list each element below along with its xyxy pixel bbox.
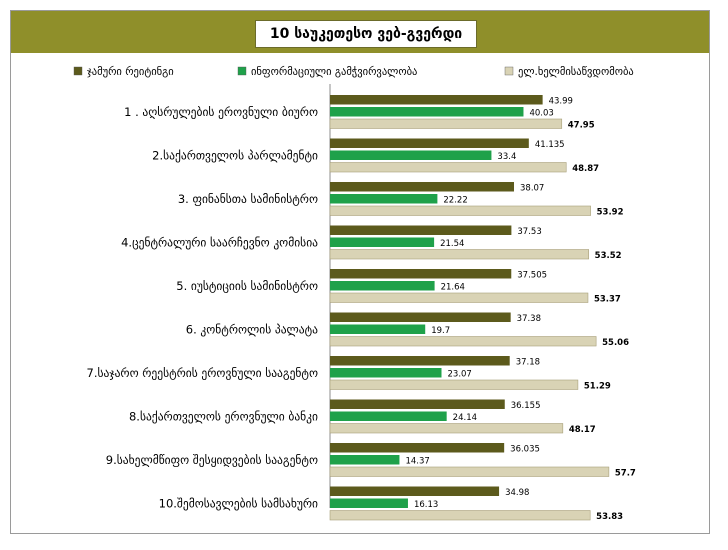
data-label-s1-c9: 36.035 [510, 445, 540, 455]
data-label-s1-c5: 37.505 [517, 271, 547, 281]
bar-s3-c7 [329, 379, 579, 390]
bar-s2-c7 [330, 368, 442, 378]
data-label-s1-c1: 43.99 [549, 97, 573, 107]
data-label-s2-c5: 21.64 [441, 283, 465, 293]
data-label-s2-c2: 33.4 [497, 152, 516, 162]
bar-s2-c4 [330, 237, 435, 247]
data-label-s1-c3: 38.07 [520, 184, 544, 194]
legend-label-3: ელ.ხელმისაწვდომობა [518, 66, 634, 78]
data-label-s1-c6: 37.38 [517, 314, 541, 324]
bar-s3-c4 [329, 249, 589, 260]
data-label-s3-c10: 53.83 [596, 512, 623, 522]
category-label-4: 4.ცენტრალური საარჩევნო კომისია [121, 235, 318, 249]
bar-s1-c9 [330, 443, 505, 453]
bar-plot-area: 1 . აღსრულების ეროვნული ბიურო 43.99 40.03 4… [87, 95, 636, 522]
bar-s3-c9 [329, 466, 610, 477]
data-label-s3-c1: 47.95 [568, 121, 595, 131]
data-label-s1-c2: 41.135 [535, 140, 565, 150]
bar-s2-c3 [330, 194, 438, 204]
bar-s1-c2 [330, 138, 529, 148]
category-label-3: 3. ფინანსთა სამინისტრო [178, 192, 318, 206]
data-label-s2-c10: 16.13 [414, 500, 438, 510]
bar-s3-c10 [329, 510, 591, 521]
legend-swatch-3 [504, 66, 514, 76]
data-label-s2-c7: 23.07 [448, 370, 472, 380]
data-label-s1-c8: 36.155 [511, 401, 541, 411]
bar-s1-c3 [330, 182, 515, 192]
bar-s2-c5 [330, 281, 435, 291]
bar-s2-c6 [330, 324, 426, 334]
bar-s1-c1 [330, 95, 543, 105]
data-label-s2-c4: 21.54 [440, 239, 464, 249]
bar-s2-c1 [330, 107, 524, 117]
data-label-s3-c4: 53.52 [595, 251, 622, 261]
data-label-s3-c8: 48.17 [569, 425, 596, 435]
data-label-s3-c6: 55.06 [602, 338, 629, 348]
bar-s1-c7 [330, 356, 510, 366]
bar-s3-c2 [329, 162, 567, 173]
category-label-2: 2.საქართველოს პარლამენტი [152, 148, 318, 162]
chart-title: 10 საუკეთესო ვებ-გვერდი [255, 20, 477, 48]
data-label-s3-c7: 51.29 [584, 382, 611, 392]
data-label-s2-c9: 14.37 [405, 457, 429, 467]
category-label-8: 8.საქართველოს ეროვნული ბანკი [129, 409, 318, 423]
data-label-s3-c2: 48.87 [572, 164, 599, 174]
data-label-s2-c8: 24.14 [453, 413, 477, 423]
bar-s2-c2 [330, 150, 492, 160]
bar-s1-c4 [330, 225, 512, 235]
category-label-7: 7.საჯარო რეესტრის ეროვნული სააგენტო [87, 366, 318, 380]
bar-s1-c10 [330, 486, 500, 496]
bar-s1-c6 [330, 312, 511, 322]
bar-s3-c5 [329, 292, 589, 303]
legend: ჯამური რეიტინგი ინფორმაციული გამჭვირვალობ… [73, 66, 634, 78]
bar-s2-c10 [330, 498, 408, 508]
bar-s3-c8 [329, 423, 564, 434]
bar-s3-c1 [329, 118, 563, 129]
data-label-s2-c1: 40.03 [529, 109, 553, 119]
bar-s1-c8 [330, 399, 505, 409]
bar-s1-c5 [330, 269, 512, 279]
data-label-s1-c4: 37.53 [517, 227, 541, 237]
data-label-s2-c3: 22.22 [443, 196, 467, 206]
data-label-s3-c3: 53.92 [597, 208, 624, 218]
category-label-1: 1 . აღსრულების ეროვნული ბიურო [124, 105, 318, 119]
bar-s2-c9 [330, 455, 400, 465]
legend-swatch-2 [237, 66, 247, 76]
data-label-s3-c9: 57.7 [615, 469, 636, 479]
category-label-5: 5. იუსტიციის სამინისტრო [176, 279, 318, 293]
category-label-6: 6. კონტროლის პალატა [186, 322, 318, 336]
data-label-s1-c10: 34.98 [505, 488, 529, 498]
category-label-10: 10.შემოსავლების სამსახური [159, 496, 318, 510]
data-label-s1-c7: 37.18 [516, 358, 540, 368]
bar-s2-c8 [330, 411, 447, 421]
bar-s3-c6 [329, 336, 597, 347]
data-label-s3-c5: 53.37 [594, 295, 621, 305]
category-label-9: 9.სახელმწიფო შესყიდვების სააგენტო [106, 453, 318, 467]
data-label-s2-c6: 19.7 [431, 326, 450, 336]
legend-label-2: ინფორმაციული გამჭვირვალობა [251, 66, 417, 78]
legend-label-1: ჯამური რეიტინგი [87, 66, 174, 78]
bar-s3-c3 [329, 205, 591, 216]
legend-swatch-1 [73, 66, 83, 76]
